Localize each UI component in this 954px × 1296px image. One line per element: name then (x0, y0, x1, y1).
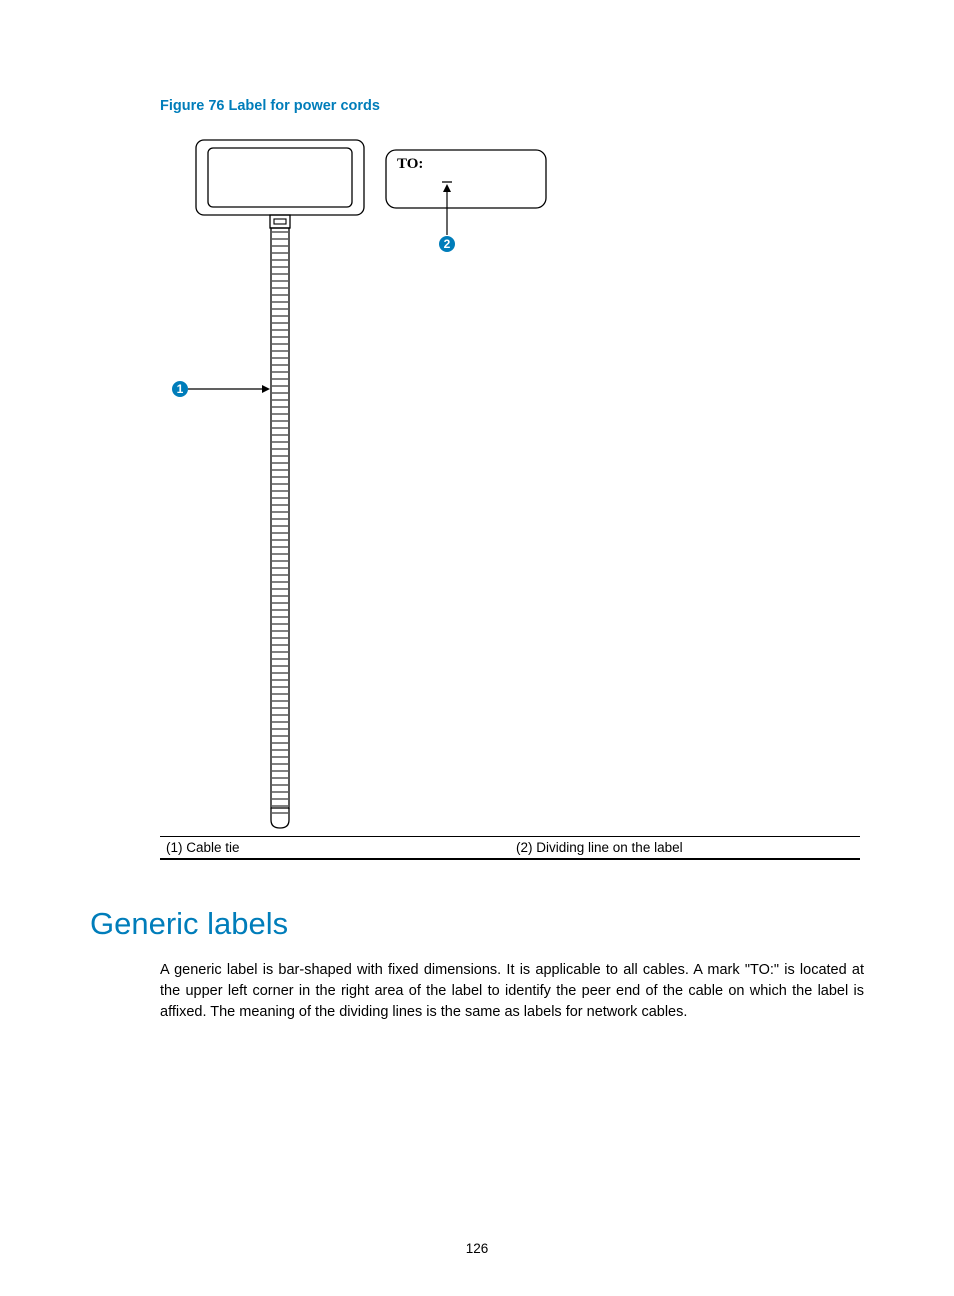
section-heading-generic-labels: Generic labels (90, 906, 864, 942)
legend-cell-2: (2) Dividing line on the label (510, 837, 860, 860)
callout-1-number: 1 (177, 382, 184, 396)
callout-2-number: 2 (444, 237, 451, 251)
figure-legend-table: (1) Cable tie (2) Dividing line on the l… (160, 836, 860, 860)
figure-diagram-container: TO: 1 2 (1) Cable (160, 136, 860, 864)
power-cord-label-diagram: TO: 1 2 (160, 136, 580, 836)
legend-cell-1: (1) Cable tie (160, 837, 510, 860)
to-label-text: TO: (397, 156, 423, 172)
page-number: 126 (0, 1241, 954, 1256)
figure-title: Figure 76 Label for power cords (160, 98, 864, 114)
section-paragraph: A generic label is bar-shaped with fixed… (160, 960, 864, 1023)
